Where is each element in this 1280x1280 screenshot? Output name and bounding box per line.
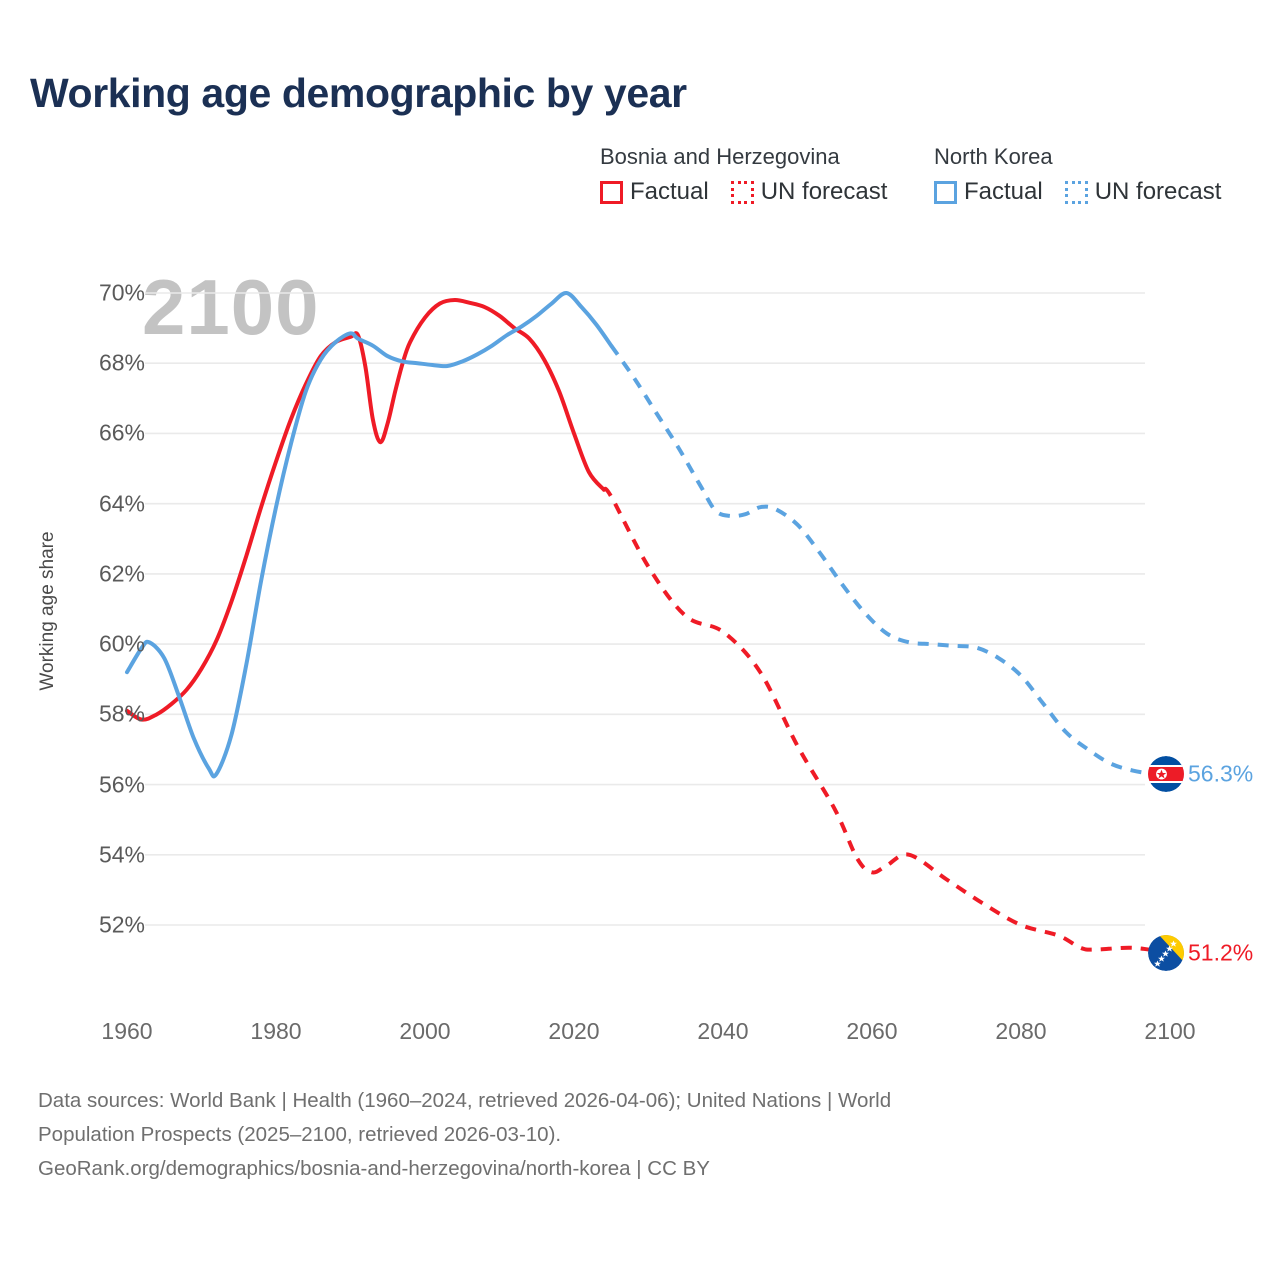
x-axis-tick-label: 2060	[846, 1018, 898, 1044]
legend-entry-label: Factual	[630, 178, 709, 205]
north-korea-flag-icon	[1148, 756, 1184, 793]
y-axis-ticks: 52% 54% 56% 58% 60% 62% 64% 66% 68% 70%	[55, 0, 145, 1280]
y-axis-tick-label: 60%	[98, 630, 145, 657]
chart-footer: Data sources: World Bank | Health (1960–…	[38, 1085, 1218, 1186]
legend-entry-north-korea-forecast[interactable]: UN forecast	[1064, 178, 1222, 206]
x-axis-tick-label: 1980	[250, 1018, 302, 1044]
y-axis-label: Working age share	[37, 531, 58, 691]
legend-country-label: Bosnia and Herzegovina	[600, 144, 840, 169]
x-axis-tick-label: 1960	[101, 1018, 153, 1044]
legend-entry-label: Factual	[964, 178, 1043, 205]
footer-line-3[interactable]: GeoRank.org/demographics/bosnia-and-herz…	[38, 1156, 710, 1180]
legend-swatch-solid-icon	[600, 180, 623, 204]
y-axis-tick-label: 70%	[98, 279, 145, 306]
x-axis-tick-label: 2040	[697, 1018, 749, 1044]
legend-entry-north-korea-factual[interactable]: Factual	[934, 178, 1043, 206]
legend-entry-bosnia-forecast[interactable]: UN forecast	[730, 178, 888, 206]
bosnia-and-herzegovina-endpoint-value: 51.2%	[1188, 939, 1254, 966]
y-axis-tick-label: 58%	[98, 700, 145, 727]
legend-entry-label: UN forecast	[760, 178, 888, 205]
footer-line-1: Data sources: World Bank | Health (1960–…	[38, 1089, 892, 1112]
legend-entry-bosnia-factual[interactable]: Factual	[600, 178, 709, 206]
footer-line-2: Population Prospects (2025–2100, retriev…	[38, 1122, 562, 1146]
legend-group-bosnia: Bosnia and Herzegovina Factual UN foreca…	[600, 144, 887, 206]
x-axis-tick-label: 2020	[548, 1018, 600, 1044]
x-axis-tick-label: 2080	[995, 1018, 1047, 1044]
bosnia-and-herzegovina-flag-icon	[1148, 935, 1184, 972]
y-axis-tick-label: 52%	[98, 911, 145, 938]
year-watermark: 2100	[142, 263, 320, 351]
x-axis-tick-label: 2000	[399, 1018, 451, 1044]
legend-entry-label: UN forecast	[1094, 178, 1222, 205]
y-axis-tick-label: 66%	[98, 419, 145, 446]
north-korea-endpoint-value: 56.3%	[1188, 760, 1254, 787]
y-axis-tick-label: 62%	[98, 560, 145, 587]
legend-swatch-dotted-icon	[1064, 180, 1088, 204]
page-title: Working age demographic by year	[30, 70, 687, 116]
y-axis-tick-label: 64%	[98, 490, 145, 517]
legend-swatch-solid-icon	[934, 180, 957, 204]
x-axis-tick-label: 2100	[1144, 1018, 1196, 1044]
legend-group-north-korea: North Korea Factual UN forecast	[934, 144, 1221, 206]
chart-legend: Bosnia and Herzegovina Factual UN foreca…	[600, 144, 1260, 224]
legend-country-label: North Korea	[934, 144, 1053, 169]
legend-swatch-dotted-icon	[730, 180, 754, 204]
y-axis-tick-label: 68%	[98, 349, 145, 376]
y-axis-tick-label: 54%	[98, 841, 145, 868]
y-axis-tick-label: 56%	[98, 771, 145, 798]
